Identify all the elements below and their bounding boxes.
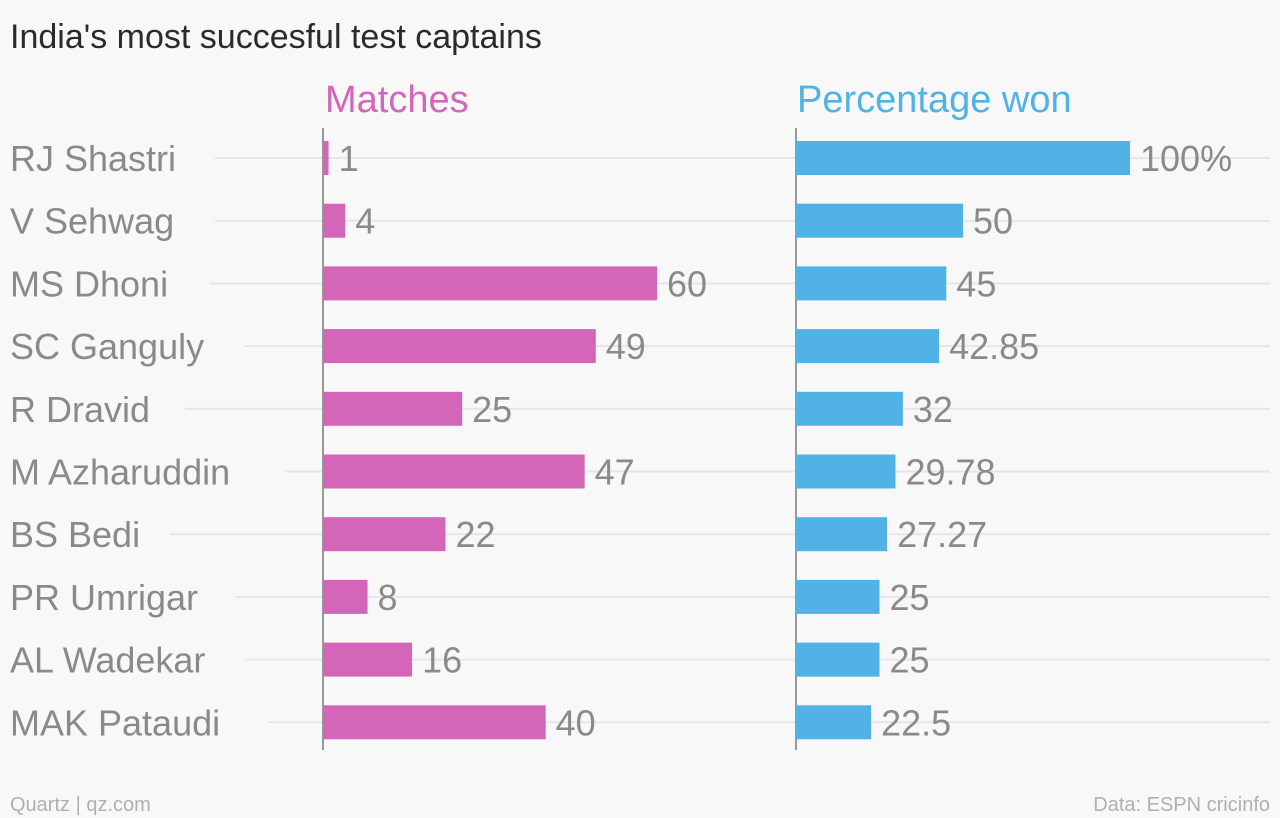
data-label: 22 <box>455 514 495 555</box>
series-title-matches: Matches <box>325 79 469 121</box>
bar <box>323 391 463 426</box>
data-label: 42.85 <box>949 326 1039 367</box>
bar <box>323 579 368 614</box>
data-label: 32 <box>913 389 953 430</box>
category-label: PR Umrigar <box>10 577 198 618</box>
data-label: 22.5 <box>881 702 951 743</box>
footer-credit: Quartz | qz.com <box>10 794 151 816</box>
data-label: 1 <box>339 138 359 179</box>
bar <box>323 705 546 740</box>
data-label: 27.27 <box>897 514 987 555</box>
bar <box>323 203 346 238</box>
bar <box>323 141 329 175</box>
category-label: V Sehwag <box>10 201 174 242</box>
bar <box>796 203 963 238</box>
data-label: 60 <box>667 263 707 304</box>
bar <box>796 141 1130 175</box>
category-label: MAK Pataudi <box>10 702 220 743</box>
bar <box>323 517 446 552</box>
bar <box>323 454 585 489</box>
data-label: 47 <box>595 452 635 493</box>
data-label: 50 <box>973 201 1013 242</box>
data-label: 45 <box>956 263 996 304</box>
category-label: R Dravid <box>10 389 150 430</box>
bar <box>796 579 880 614</box>
data-label: 25 <box>890 577 930 618</box>
data-label: 49 <box>606 326 646 367</box>
data-label: 8 <box>378 577 398 618</box>
bar <box>796 642 880 677</box>
bar <box>323 642 413 677</box>
bar <box>323 266 657 301</box>
bar <box>796 329 940 364</box>
category-label: SC Ganguly <box>10 326 204 367</box>
data-label: 40 <box>556 702 596 743</box>
bar <box>796 391 903 426</box>
bar <box>796 517 888 552</box>
data-label: 25 <box>890 640 930 681</box>
category-label: MS Dhoni <box>10 263 168 304</box>
category-label: M Azharuddin <box>10 452 230 493</box>
data-label: 100% <box>1140 138 1232 179</box>
data-label: 29.78 <box>905 452 995 493</box>
bar <box>323 329 596 364</box>
bar <box>796 705 872 740</box>
category-label: BS Bedi <box>10 514 140 555</box>
data-label: 16 <box>422 640 462 681</box>
bar <box>796 266 947 301</box>
data-label: 25 <box>472 389 512 430</box>
bar <box>796 454 896 489</box>
category-label: RJ Shastri <box>10 138 176 179</box>
footer-source: Data: ESPN cricinfo <box>1093 794 1270 816</box>
series-title-percentage: Percentage won <box>797 79 1072 121</box>
category-label: AL Wadekar <box>10 640 205 681</box>
chart-title: India's most succesful test captains <box>10 18 542 56</box>
plot-area: RJ Shastri V Sehwag MS Dhoni SC Ganguly R Dr… <box>10 79 1270 750</box>
data-label: 4 <box>355 201 375 242</box>
